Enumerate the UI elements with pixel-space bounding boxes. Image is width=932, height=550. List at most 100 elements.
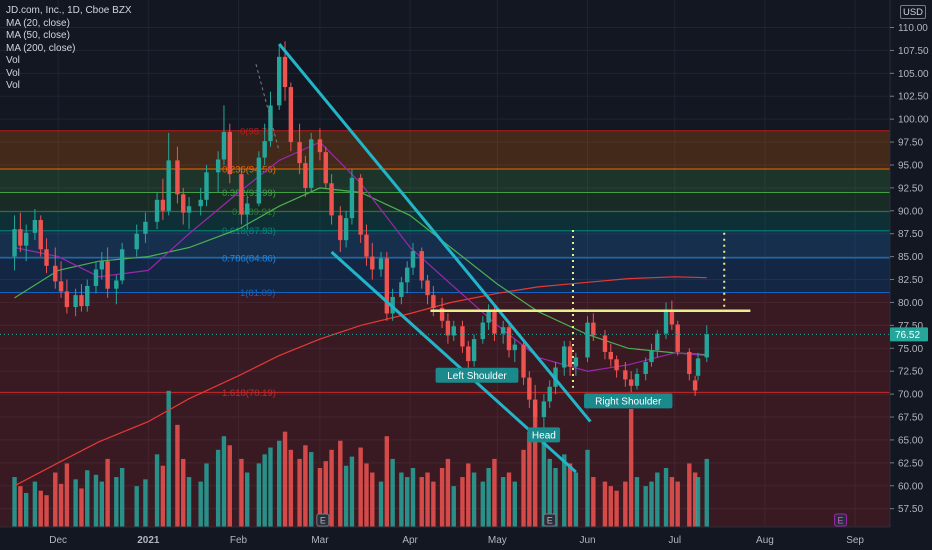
price-tick-label: 90.00 (898, 206, 923, 217)
candle-body (480, 322, 486, 340)
volume-bar (12, 477, 17, 527)
price-tick-label: 85.00 (898, 252, 923, 263)
candle-body (370, 256, 375, 270)
candle-body (695, 358, 701, 376)
candle-body (623, 370, 628, 380)
price-tick-label: 62.50 (898, 458, 923, 469)
volume-bar (297, 458, 302, 527)
earnings-marker-box (834, 513, 848, 527)
candle-body (655, 333, 660, 351)
candle-body (239, 174, 244, 215)
candle-body (704, 334, 709, 358)
price-tick-label: 100.00 (898, 115, 929, 126)
volume-bar (471, 472, 477, 527)
candle-body (119, 249, 125, 281)
volume-bar (53, 472, 58, 527)
volume-bar (32, 481, 38, 527)
volume-bar (114, 477, 119, 527)
candle-body (384, 258, 390, 314)
volume-bar (500, 477, 506, 527)
candle-body (338, 215, 343, 241)
price-tick-label: 80.00 (898, 298, 923, 309)
candle-body (410, 251, 416, 268)
price-tick-label: 102.50 (898, 92, 929, 103)
volume-bar (58, 483, 64, 527)
candle-body (114, 280, 119, 289)
pattern-label-bg (584, 393, 673, 409)
candle-body (303, 163, 308, 188)
volume-bar (628, 408, 634, 527)
candle-body (18, 229, 23, 246)
candle-body (32, 219, 38, 233)
candle-body (675, 324, 680, 352)
pattern-label-text: Left Shoulder (447, 371, 507, 382)
candle-body (643, 362, 648, 374)
pattern-label-text: Right Shoulder (595, 396, 662, 407)
candle-body (288, 87, 294, 143)
candle-body (245, 203, 250, 215)
volume-bar (175, 424, 180, 527)
candle-body (663, 309, 669, 334)
fib-zone (0, 130, 890, 170)
volume-bar (608, 486, 613, 527)
pattern-label-bg (435, 367, 519, 383)
fib-zone (0, 192, 890, 212)
candle-body (506, 327, 512, 351)
price-tick-label: 67.50 (898, 413, 923, 424)
time-tick-label: Sep (846, 535, 864, 546)
candle-body (364, 234, 369, 257)
volume-bar (18, 486, 23, 527)
volume-bar (547, 458, 552, 527)
earnings-marker-box (543, 513, 557, 527)
candle-body (64, 291, 70, 308)
legend-vol-3[interactable]: Vol (6, 80, 20, 91)
time-axis-bg (0, 527, 932, 550)
symbol-title[interactable]: JD.com, Inc., 1D, Cboe BZX (6, 5, 132, 16)
volume-bar (85, 470, 90, 527)
candle-body (93, 269, 99, 286)
candle-body (343, 218, 349, 241)
legend-ma20[interactable]: MA (20, close) (6, 17, 70, 29)
volume-bar (134, 486, 139, 527)
time-tick-label: Apr (402, 535, 418, 546)
volume-bar (99, 481, 104, 527)
fib-label: 1.618(70.19) (222, 388, 276, 399)
candle-body (585, 322, 590, 358)
candle-body (547, 386, 552, 402)
legend-vol-1[interactable]: Vol (6, 55, 20, 66)
candle-body (608, 351, 613, 360)
candle-body (486, 309, 491, 323)
currency-button[interactable]: USD (900, 5, 926, 19)
legend-ma200[interactable]: MA (200, close) (6, 42, 76, 54)
candle-body (527, 377, 532, 400)
earnings-marker[interactable]: E (834, 513, 848, 527)
candle-body (567, 346, 573, 367)
volume-bar (553, 467, 558, 527)
legend-vol-2[interactable]: Vol (6, 67, 20, 79)
earnings-marker[interactable]: E (316, 513, 330, 527)
candle-body (628, 379, 634, 386)
price-tick-label: 92.50 (898, 183, 923, 194)
candle-body (85, 285, 90, 307)
price-tick-label: 60.00 (898, 481, 923, 492)
candle-body (404, 267, 410, 283)
candle-body (466, 346, 471, 362)
fib-label: 0(98.73) (240, 126, 275, 137)
candle-body (317, 139, 323, 153)
price-tick-label: 107.50 (898, 46, 929, 57)
candle-body (309, 139, 314, 188)
earnings-marker[interactable]: E (543, 513, 557, 527)
candle-body (634, 373, 640, 386)
legend-ma50[interactable]: MA (50, close) (6, 30, 70, 41)
volume-bar (541, 440, 547, 527)
volume-bar (282, 431, 288, 527)
volume-bar (663, 467, 669, 527)
volume-bar (692, 472, 698, 527)
earnings-marker-text: E (320, 516, 326, 526)
volume-bar (64, 463, 70, 527)
volume-bar (23, 492, 29, 527)
fib-zone (0, 257, 890, 293)
candle-body (378, 258, 384, 270)
price-tick-label: 95.00 (898, 160, 923, 171)
